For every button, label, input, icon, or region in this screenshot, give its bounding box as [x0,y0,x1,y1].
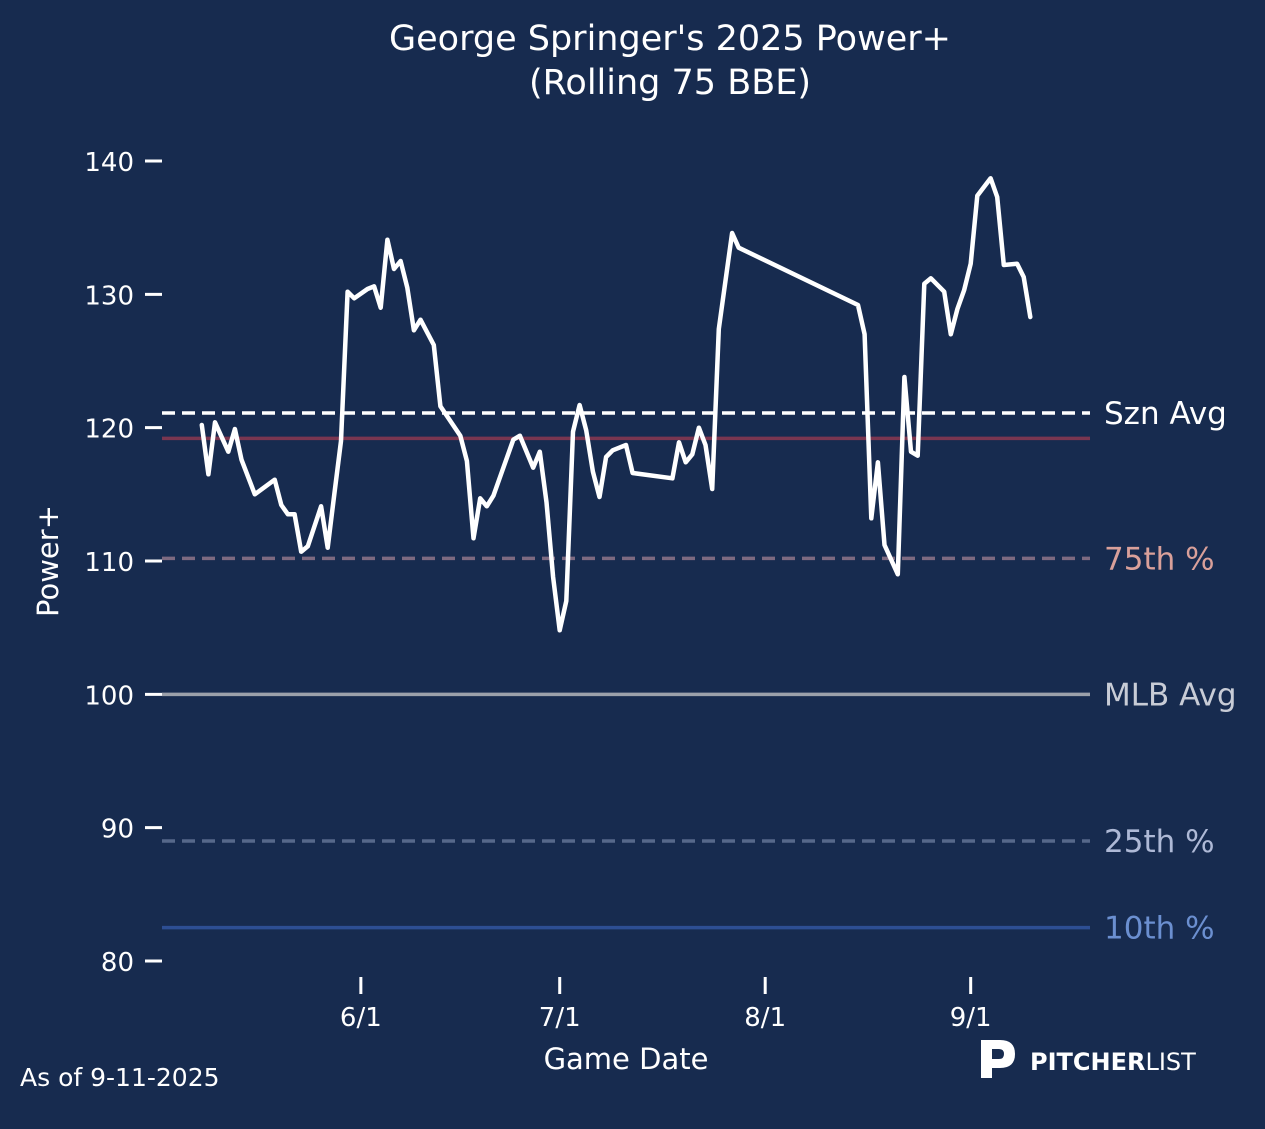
reference-lines: Szn Avg 75th % MLB Avg 25th % 10th % [162,396,1237,947]
y-tick-label: 120 [84,415,134,445]
x-tick-label: 6/1 [340,1003,382,1033]
x-tick-label: 7/1 [539,1003,581,1033]
y-tick-label: 110 [84,548,134,578]
x-axis: 6/1 7/1 8/1 9/1 [340,977,992,1033]
pitcherlist-logo: PITCHERLIST [981,1040,1196,1078]
y-tick-label: 130 [84,281,134,311]
series-line-0 [199,176,1033,633]
y-tick-label: 140 [84,148,134,178]
logo-text-light: LIST [1145,1048,1196,1076]
reference-line-label-4: 25th % [1104,824,1215,860]
y-tick-label: 100 [84,681,134,711]
y-axis-label: Power+ [31,505,65,617]
logo-text-bold: PITCHER [1030,1048,1145,1076]
x-tick-label: 8/1 [744,1003,786,1033]
x-axis-label: Game Date [544,1042,709,1076]
svg-text:PITCHERLIST: PITCHERLIST [1030,1048,1196,1076]
x-tick-label: 9/1 [950,1003,992,1033]
reference-line-label-0: Szn Avg [1104,396,1227,432]
y-tick-label: 80 [101,948,134,978]
chart-subtitle: (Rolling 75 BBE) [529,63,811,103]
reference-line-label-2: 75th % [1104,541,1215,577]
reference-line-label-3: MLB Avg [1104,677,1237,713]
y-axis: 80 90 100 110 120 130 140 [84,148,162,978]
y-tick-label: 90 [101,815,134,845]
chart-title: George Springer's 2025 Power+ [389,19,951,59]
series-group [199,176,1033,633]
as-of-date: As of 9-11-2025 [20,1063,220,1092]
reference-line-label-5: 10th % [1104,911,1215,947]
pitcherlist-logo-icon [981,1040,1015,1078]
